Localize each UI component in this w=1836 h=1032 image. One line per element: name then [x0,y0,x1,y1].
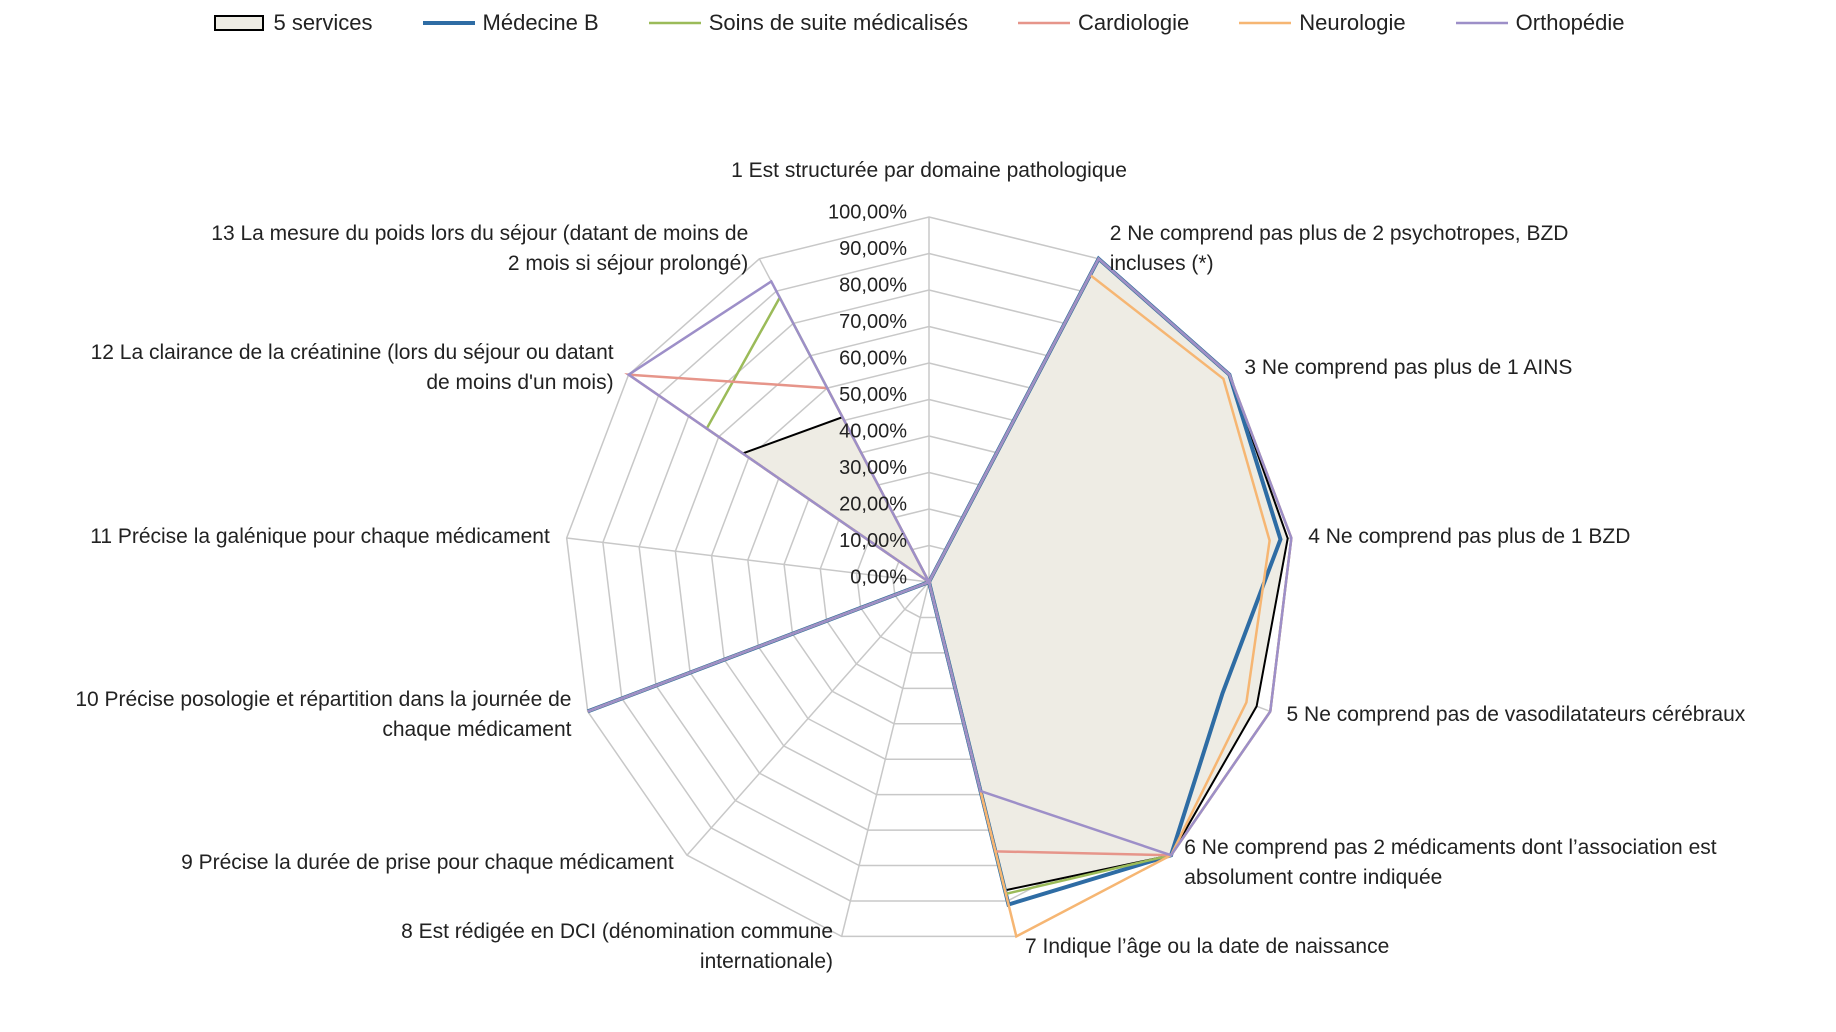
legend-item: Orthopédie [1454,10,1625,36]
legend-swatch [422,21,475,25]
category-label: 5 Ne comprend pas de vasodilatateurs cér… [1286,703,1746,727]
legend-item: Soins de suite médicalisés [647,10,968,36]
category-label: 13 La mesure du poids lors du séjour (da… [211,222,749,276]
legend-item: 5 services [211,10,373,36]
r-tick-label: 20,00% [839,493,907,515]
legend: 5 services Médecine B Soins de suite médic… [0,10,1836,36]
r-tick-label: 90,00% [839,238,907,260]
legend-label: Orthopédie [1515,10,1625,35]
legend-item: Cardiologie [1016,10,1189,36]
spoke [840,581,930,937]
legend-label: Neurologie [1299,10,1406,35]
r-tick-label: 70,00% [839,311,907,333]
legend-box [214,15,265,31]
category-label: 4 Ne comprend pas plus de 1 BZD [1308,524,1631,548]
category-label: 2 Ne comprend pas plus de 2 psychotropes… [1109,222,1569,276]
series-line [587,256,1293,857]
category-label: 8 Est rédigée en DCI (dénomination commu… [401,920,834,974]
category-label: 11 Précise la galénique pour chaque médi… [90,524,550,548]
legend-label: 5 services [273,10,373,35]
legend-item: Neurologie [1237,10,1406,36]
category-label: 1 Est structurée par domaine pathologiqu… [731,159,1127,183]
category-label: 7 Indique l’âge ou la date de naissance [1024,935,1390,959]
r-tick-label: 40,00% [839,420,907,442]
category-label: 10 Précise posologie et répartition dans… [75,688,572,742]
category-label: 9 Précise la durée de prise pour chaque … [181,851,674,875]
legend-swatch [1455,21,1508,25]
legend-label: Médecine B [482,10,599,35]
r-tick-label: 50,00% [839,384,907,406]
r-tick-label: 10,00% [839,530,907,552]
category-label: 6 Ne comprend pas 2 médicaments dont l’a… [1184,836,1717,890]
series-line [587,257,1289,892]
legend-item: Médecine B [421,10,599,36]
spoke [566,537,930,583]
category-label: 3 Ne comprend pas plus de 1 AINS [1244,356,1573,380]
legend-swatch [214,15,265,31]
r-tick-label: 100,00% [828,201,907,223]
r-tick-label: 60,00% [839,347,907,369]
legend-swatch [1239,21,1292,25]
r-tick-label: 80,00% [839,274,907,296]
category-label: 12 La clairance de la créatinine (lors d… [90,341,614,395]
legend-label: Cardiologie [1077,10,1190,35]
spoke [686,581,930,856]
legend-label: Soins de suite médicalisés [708,10,968,35]
legend-swatch [1017,21,1070,25]
r-tick-label: 0,00% [850,566,907,588]
r-tick-label: 30,00% [839,457,907,479]
legend-swatch [648,21,701,25]
